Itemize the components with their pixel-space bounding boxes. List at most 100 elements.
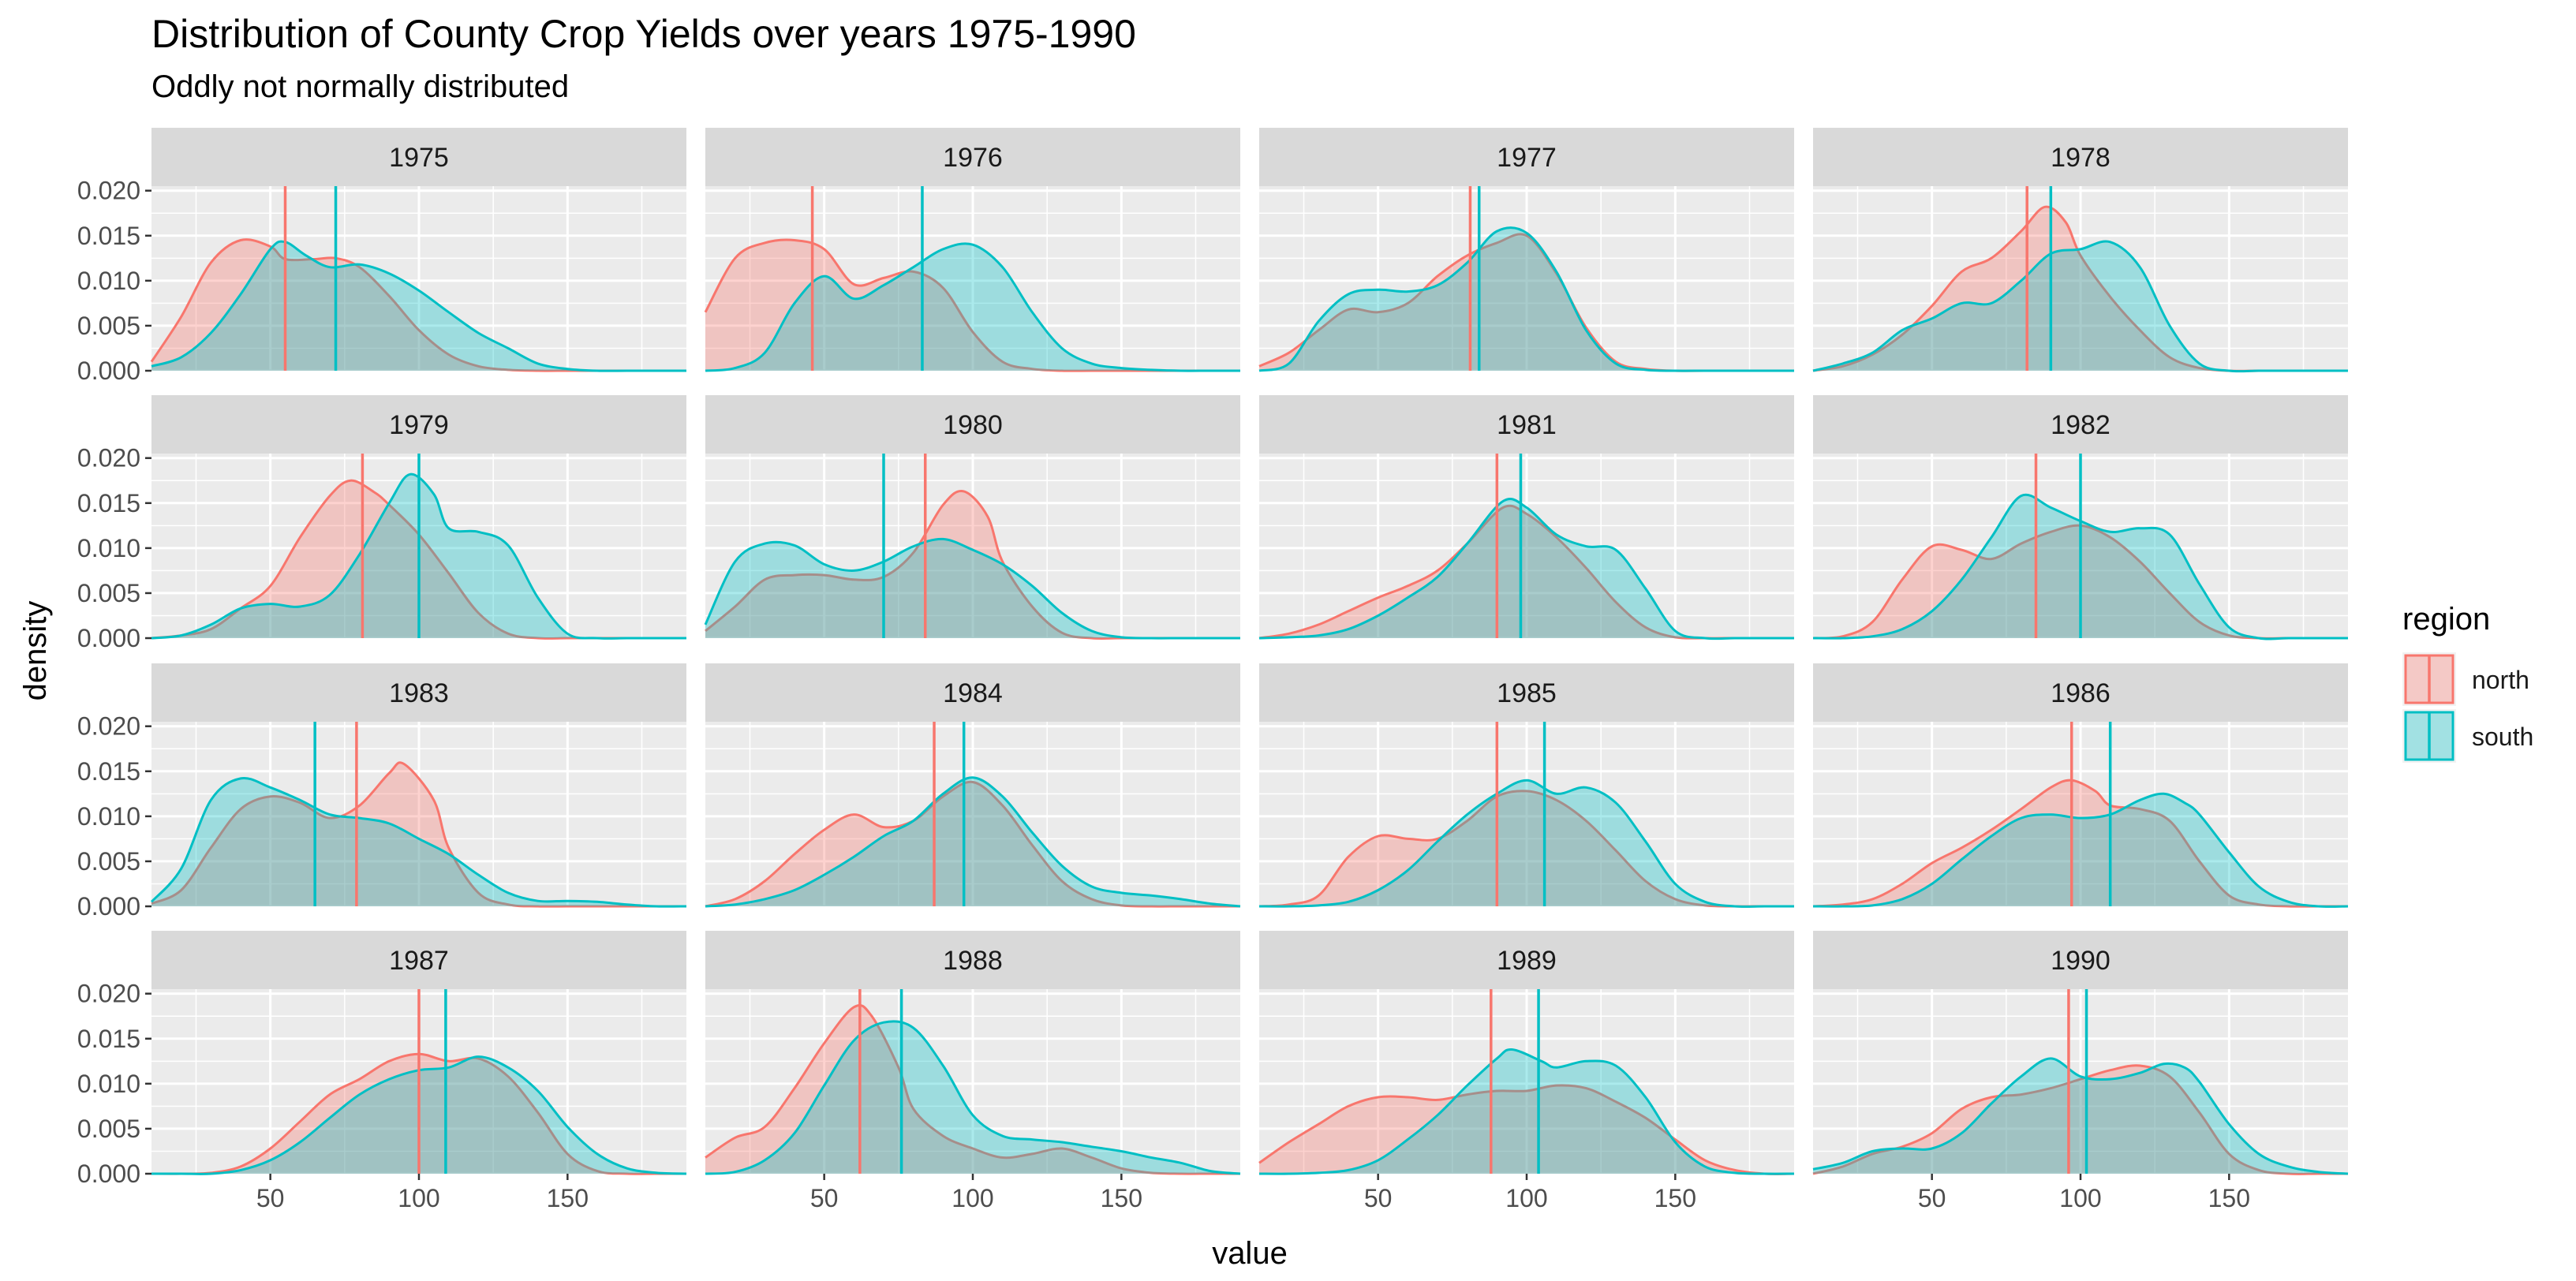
y-tick-label: 0.020 [77,712,140,741]
legend-label: south [2472,723,2533,751]
density-line-south [705,776,1241,908]
facet-strip [1813,128,2348,186]
facet-1980: 1980 [704,395,1240,640]
chart-title: Distribution of County Crop Yields over … [151,12,1136,56]
x-tick-label: 50 [1918,1184,1946,1212]
density-line-south [1258,226,1794,372]
density-line-north [1812,1064,2348,1175]
density-line-north [705,780,1240,908]
density-area-north [1259,790,1794,907]
facet-strip [151,128,686,186]
y-tick-label: 0.010 [77,267,140,295]
facet-strip-label: 1979 [389,410,449,440]
y-tick-label: 0.020 [77,177,140,205]
x-tick-label: 150 [2208,1184,2250,1212]
facet-strip-label: 1984 [943,678,1003,708]
facet-strip-label: 1981 [1497,410,1557,440]
facet-1983: 1983 0.000 0.005 0.010 0.015 0.020 [77,663,687,921]
facet-strip-label: 1990 [2051,946,2111,976]
legend-item-south: south [2402,709,2533,763]
x-tick-label: 100 [398,1184,439,1212]
facet-strip-label: 1985 [1497,678,1557,708]
density-line-south [1812,792,2349,908]
facet-strip [151,663,686,722]
chart-subtitle: Oddly not normally distributed [151,69,570,104]
facet-strip-label: 1988 [943,946,1003,976]
density-line-south [705,242,1240,372]
y-axis-title: density [18,601,53,701]
y-tick-label: 0.020 [77,444,140,472]
facet-1987: 1987 0.000 0.005 0.010 0.015 0.020 50 100 150 [77,931,687,1212]
facet-strip [705,128,1240,186]
facet-strip-label: 1982 [2051,410,2111,440]
density-area-north [705,491,1240,639]
density-line-south [150,776,687,908]
density-line-north [1258,1084,1795,1175]
y-tick-label: 0.005 [77,312,140,340]
density-area-south [1259,780,1794,907]
facet-1981: 1981 [1258,395,1794,640]
facet-strip [1813,931,2348,989]
density-line-south [151,472,686,640]
x-tick-label: 150 [1101,1184,1142,1212]
legend: region north south [2402,602,2533,763]
density-area-north [1259,506,1794,639]
density-area-north [705,782,1240,907]
facet-strip [1259,395,1794,454]
facet-1979: 1979 0.000 0.005 0.010 0.015 0.020 [77,395,686,652]
facet-strip-label: 1987 [389,946,449,976]
facet-1990: 1990 50 100 150 [1812,931,2349,1212]
y-tick-label: 0.010 [77,534,140,562]
density-area-north [1259,233,1794,372]
facet-strip-label: 1986 [2051,678,2111,708]
density-line-north [1258,790,1794,908]
facet-strip [1259,931,1794,989]
x-tick-label: 150 [1654,1184,1696,1212]
facet-1986: 1986 [1812,663,2349,908]
y-tick-label: 0.015 [77,757,140,786]
density-area-south [705,243,1240,372]
y-tick-label: 0.010 [77,802,140,831]
x-tick-label: 100 [952,1184,993,1212]
density-line-south [705,1020,1241,1175]
density-line-south [1812,1057,2349,1175]
x-tick-label: 50 [256,1184,285,1212]
legend-title: region [2402,602,2490,637]
facet-strip-label: 1978 [2051,143,2111,173]
facet-strip [705,931,1240,989]
density-area-south [1813,241,2348,372]
facet-1976: 1976 [704,128,1240,372]
facet-1988: 1988 50 100 150 [705,931,1241,1212]
x-tick-label: 150 [547,1184,589,1212]
x-tick-label: 50 [1364,1184,1393,1212]
legend-item-north: north [2402,652,2529,706]
facet-strip [1259,663,1794,722]
density-area-south [151,778,686,907]
facet-strip [705,395,1240,454]
facet-strip [1813,395,2348,454]
density-area-south [705,539,1240,639]
density-line-north [151,761,686,908]
x-tick-label: 100 [2059,1184,2101,1212]
y-tick-label: 0.000 [77,892,140,921]
facet-1982: 1982 [1812,395,2348,640]
legend-label: north [2472,666,2529,694]
facet-strip-label: 1989 [1497,946,1557,976]
facet-strip-label: 1983 [389,678,449,708]
y-tick-label: 0.000 [77,624,140,652]
y-tick-label: 0.015 [77,1025,140,1053]
y-tick-label: 0.010 [77,1070,140,1098]
facet-1978: 1978 [1812,128,2348,373]
density-line-north [1812,779,2348,908]
density-area-north [1813,1065,2348,1175]
facet-strip-label: 1980 [943,410,1003,440]
facet-strip [151,931,686,989]
y-tick-label: 0.000 [77,1160,140,1188]
x-tick-label: 100 [1505,1184,1547,1212]
density-line-south [1258,779,1794,908]
facet-strip-label: 1975 [389,143,449,173]
density-line-south [1812,240,2348,373]
facet-1984: 1984 [705,663,1241,908]
density-area-south [705,777,1240,906]
